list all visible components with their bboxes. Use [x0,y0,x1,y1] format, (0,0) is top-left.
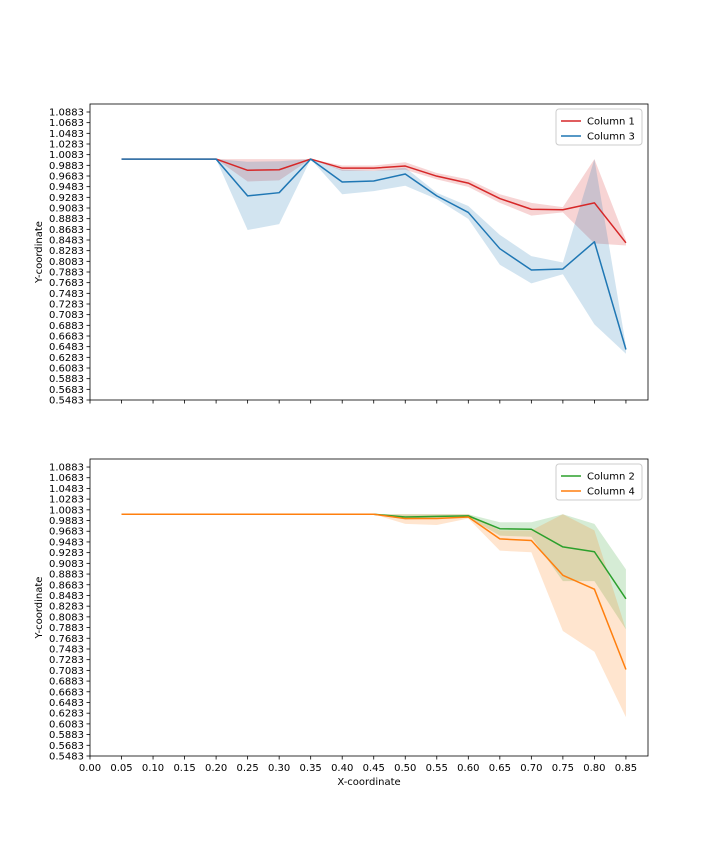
y-tick-label-2-3: 0.6083 [49,719,84,730]
x-tick-label-2-14: 0.70 [520,763,542,774]
chart-1: 0.54830.56830.58830.60830.62830.64830.66… [34,103,649,407]
legend-2: Column 2 Column 4 [555,463,643,501]
y-tick-label-1-12: 0.7883 [49,268,84,279]
x-tick-label-2-17: 0.85 [615,763,637,774]
y-tick-label-1-10: 0.7483 [49,289,84,300]
x-axis-title-2: X-coordinate [337,777,400,788]
legend-1: Column 1 Column 3 [555,108,643,146]
y-tick-label-2-17: 0.8883 [49,570,84,581]
plot-frame-2 [89,458,649,757]
y-tick-label-1-21: 0.9683 [49,172,84,183]
y-tick-label-1-25: 1.0483 [49,129,84,140]
y-tick-label-2-4: 0.6283 [49,709,84,720]
y-tick-label-1-3: 0.6083 [49,364,84,375]
y-tick-label-2-2: 0.5883 [49,730,84,741]
y-tick-label-2-6: 0.6683 [49,687,84,698]
y-tick-label-2-0: 0.5483 [49,752,84,763]
legend-label-2-2: Column 4 [587,487,635,498]
y-tick-label-2-27: 1.0883 [49,463,84,474]
y-tick-label-2-5: 0.6483 [49,698,84,709]
y-tick-label-2-11: 0.7683 [49,634,84,645]
confidence-band-1-1 [121,159,626,246]
y-axis-title-1: Y-coordinate [34,221,45,284]
y-tick-label-1-7: 0.6883 [49,321,84,332]
x-tick-label-2-3: 0.15 [173,763,195,774]
x-tick-label-2-15: 0.75 [552,763,574,774]
x-tick-label-2-11: 0.55 [426,763,448,774]
y-tick-label-1-14: 0.8283 [49,246,84,257]
confidence-band-1-2 [121,159,626,354]
series-line-1-2 [121,158,627,350]
x-tick-label-2-7: 0.35 [300,763,322,774]
legend-label-1-1: Column 1 [587,117,635,128]
y-tick-label-2-18: 0.9083 [49,559,84,570]
y-tick-label-1-11: 0.7683 [49,278,84,289]
y-tick-label-1-1: 0.5683 [49,385,84,396]
x-tick-label-2-12: 0.60 [457,763,479,774]
y-tick-label-2-26: 1.0683 [49,473,84,484]
series-line-2-2 [121,513,627,670]
x-tick-label-2-0: 0.00 [79,763,101,774]
y-tick-label-2-7: 0.6883 [49,677,84,688]
y-tick-label-1-5: 0.6483 [49,342,84,353]
x-tick-label-2-2: 0.10 [142,763,164,774]
x-tick-label-2-1: 0.05 [110,763,132,774]
y-tick-label-1-6: 0.6683 [49,332,84,343]
x-tick-label-2-9: 0.45 [363,763,385,774]
x-tick-label-2-10: 0.50 [394,763,416,774]
y-tick-label-2-25: 1.0483 [49,484,84,495]
y-tick-label-2-21: 0.9683 [49,527,84,538]
y-tick-label-1-2: 0.5883 [49,374,84,385]
legend-label-2-1: Column 2 [587,472,635,483]
y-tick-label-2-9: 0.7283 [49,655,84,666]
y-tick-label-2-13: 0.8083 [49,612,84,623]
y-tick-label-2-20: 0.9483 [49,537,84,548]
chart-2: 0.00 0.05 0.10 0.15 0.20 0.25 0.30 0.35 0.40 0.45… [34,458,649,788]
y-tick-label-2-12: 0.7883 [49,623,84,634]
confidence-band-2-1 [121,514,626,630]
x-tick-label-2-6: 0.30 [268,763,290,774]
x-tick-label-2-8: 0.40 [331,763,353,774]
x-tick-label-2-4: 0.20 [205,763,227,774]
y-tick-label-1-17: 0.8883 [49,214,84,225]
plot-frame-1 [89,103,649,401]
y-tick-label-1-26: 1.0683 [49,118,84,129]
y-tick-label-1-15: 0.8483 [49,236,84,247]
y-tick-label-2-22: 0.9883 [49,516,84,527]
y-tick-label-2-16: 0.8683 [49,580,84,591]
y-tick-label-2-1: 0.5683 [49,741,84,752]
y-tick-label-1-0: 0.5483 [49,396,84,407]
y-tick-label-1-4: 0.6283 [49,353,84,364]
y-axis-title-2: Y-coordinate [34,577,45,640]
y-tick-label-2-23: 1.0083 [49,505,84,516]
y-tick-label-1-20: 0.9483 [49,182,84,193]
y-tick-label-2-15: 0.8483 [49,591,84,602]
y-tick-label-1-13: 0.8083 [49,257,84,268]
y-tick-label-1-16: 0.8683 [49,225,84,236]
legend-label-1-2: Column 3 [587,132,635,143]
y-tick-label-2-14: 0.8283 [49,602,84,613]
y-tick-label-1-18: 0.9083 [49,204,84,215]
confidence-band-2-2 [121,514,626,718]
y-tick-label-1-9: 0.7283 [49,300,84,311]
y-tick-label-1-27: 1.0883 [49,108,84,119]
y-tick-label-1-22: 0.9883 [49,161,84,172]
x-tick-label-2-5: 0.25 [236,763,258,774]
y-tick-label-1-19: 0.9283 [49,193,84,204]
y-tick-label-2-19: 0.9283 [49,548,84,559]
y-tick-label-2-10: 0.7483 [49,644,84,655]
y-tick-label-2-24: 1.0283 [49,495,84,506]
y-tick-label-1-24: 1.0283 [49,140,84,151]
x-tick-label-2-13: 0.65 [489,763,511,774]
y-tick-label-1-8: 0.7083 [49,310,84,321]
x-tick-label-2-16: 0.80 [583,763,605,774]
y-tick-label-2-8: 0.7083 [49,666,84,677]
y-tick-label-1-23: 1.0083 [49,150,84,161]
